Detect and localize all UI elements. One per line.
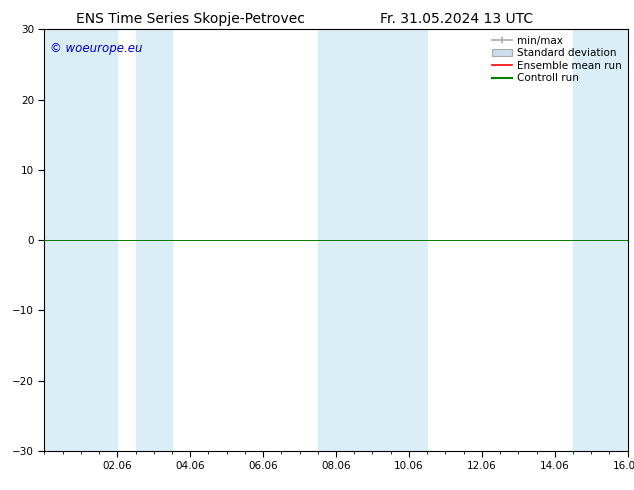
Bar	[318, 29, 427, 451]
Bar	[136, 29, 172, 451]
Bar	[44, 29, 117, 451]
Text: ENS Time Series Skopje-Petrovec: ENS Time Series Skopje-Petrovec	[75, 12, 305, 26]
Text: © woeurope.eu: © woeurope.eu	[50, 42, 143, 55]
Bar	[573, 29, 628, 451]
Text: Fr. 31.05.2024 13 UTC: Fr. 31.05.2024 13 UTC	[380, 12, 533, 26]
Legend: min/max, Standard deviation, Ensemble mean run, Controll run: min/max, Standard deviation, Ensemble me…	[489, 32, 624, 87]
